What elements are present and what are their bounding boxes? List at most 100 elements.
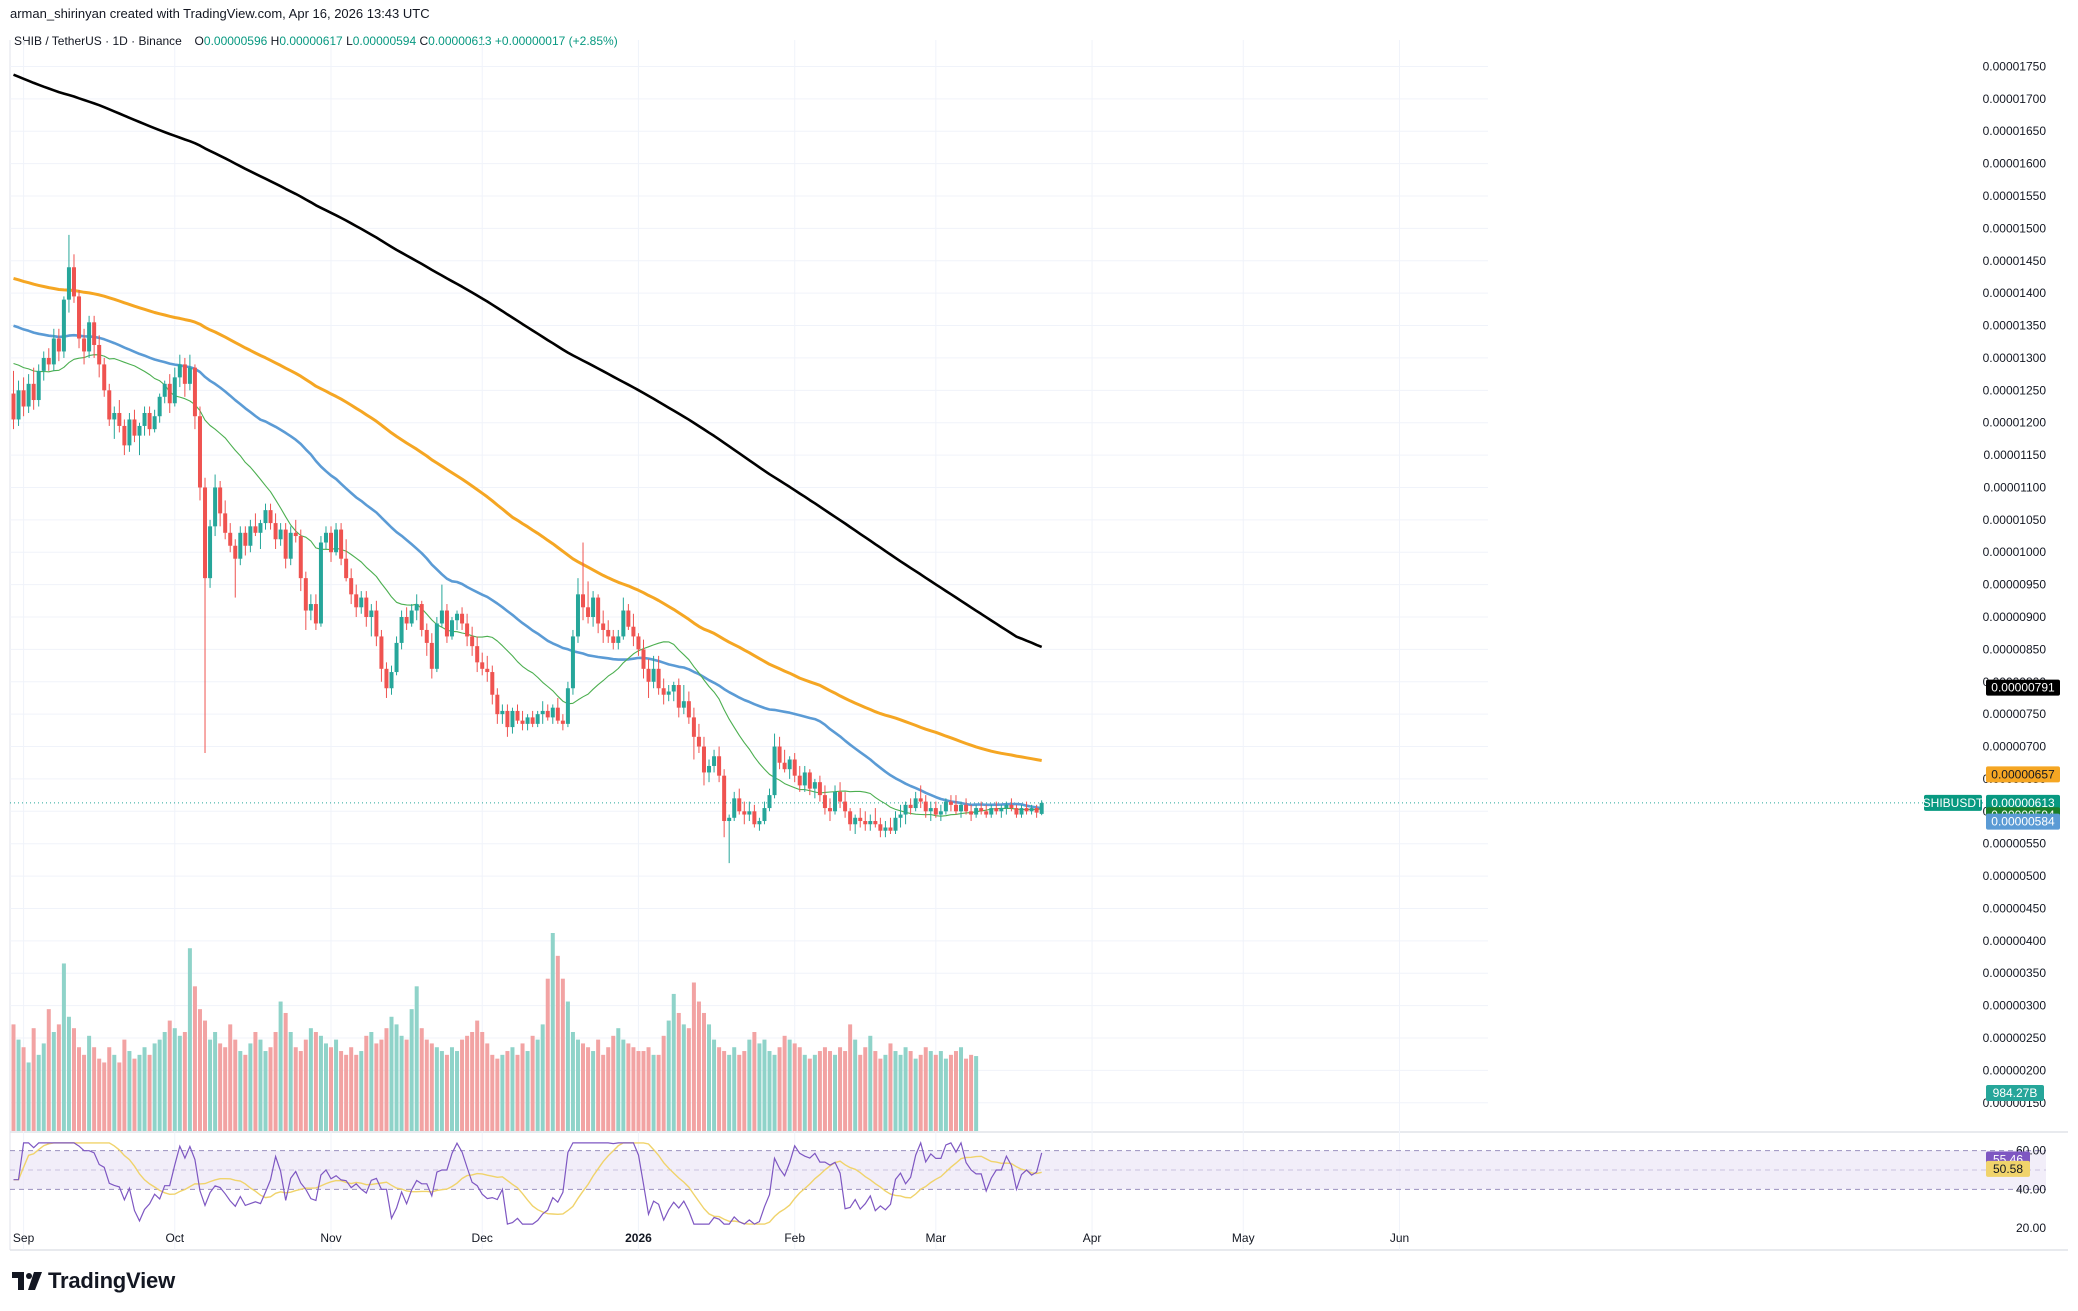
candle-body [782,762,787,770]
volume-bar [792,1043,797,1131]
candle-body [959,804,964,812]
candle-body [918,798,923,802]
volume-bar [535,1039,540,1131]
volume-bar [36,1054,41,1131]
price-tick-label: 0.00001400 [1983,286,2047,300]
volume-bar [313,1032,318,1131]
volume-bar [873,1051,878,1131]
candle-body [409,610,414,624]
open-value: 0.00000596 [203,34,268,48]
candle-body [1039,802,1044,814]
candle-body [626,610,631,627]
symbol-name[interactable]: SHIB / TetherUS · 1D · Binance [14,34,182,48]
candle-body [843,801,848,812]
price-tag: 0.00000791 [1986,679,2060,696]
volume-bar [389,1016,394,1131]
candle-body [288,532,293,559]
candle-body [984,811,989,815]
volume-bar [843,1051,848,1131]
candle-body [737,798,742,812]
candle-body [11,393,16,420]
candle-body [197,416,202,488]
volume-bar [177,1035,182,1131]
tradingview-logo[interactable]: TradingView [12,1268,175,1294]
candle-body [490,672,495,695]
volume-bar [253,1032,258,1131]
volume-bar [349,1047,354,1131]
candle-body [722,775,727,822]
volume-bar [807,1058,812,1131]
candle-body [873,821,878,825]
time-tick-label: Jun [1390,1231,1409,1245]
price-tag-bg [1986,679,2060,696]
price-tick-label: 0.00001150 [1983,448,2046,462]
candle-body [999,808,1004,812]
candle-body [565,688,570,724]
candle-body [394,642,399,673]
volume-bar [696,1001,701,1131]
candle-body [817,782,822,796]
candle-body [989,808,994,815]
price-tick-label: 0.00001250 [1983,383,2047,397]
candle-body [591,597,596,618]
candle-body [712,756,717,766]
candle-body [878,824,883,831]
candle-body [364,597,369,618]
volume-bar [737,1054,742,1131]
volume-bar [933,1054,938,1131]
volume-bar [162,1032,167,1131]
candle-body [253,526,258,533]
candle-body [903,804,908,815]
candle-body [691,717,696,737]
volume-bar [278,1001,283,1131]
price-chart[interactable]: 0.00001750 0.00001700 0.00001650 0.00001600… [0,0,2078,1260]
rsi-ma-line [13,1142,1042,1225]
candle-body [51,338,56,365]
candle-body [470,636,475,647]
volume-bar [334,1039,339,1131]
candle-body [596,597,601,624]
close-value: 0.00000613 [428,34,492,48]
candle-body [127,419,132,446]
time-tick-label: Oct [165,1231,184,1245]
time-axis[interactable]: Sep Oct Nov Dec 2026 Feb Mar Apr May Jun [13,1231,1409,1245]
price-tick-label: 0.00001300 [1983,351,2047,365]
price-axis[interactable]: 0.00001750 0.00001700 0.00001650 0.00001600… [1983,59,2047,1235]
candle-body [893,817,898,831]
volume-bar [752,1032,757,1131]
price-tag-bg [1986,766,2060,783]
candle-body [777,746,782,763]
candle-body [611,636,616,643]
volume-bar [359,1051,364,1131]
volume-bar [586,1047,591,1131]
candle-body [651,668,656,682]
candle-body [344,558,349,579]
candle-body [404,617,409,624]
volume-bar [812,1054,817,1131]
volume-bar [893,1051,898,1131]
price-tick-label: 0.00001050 [1983,513,2047,527]
volume-bar [424,1039,429,1131]
volume-bar [923,1047,928,1131]
volume-bar [77,1047,82,1131]
chart-credit: arman_shirinyan created with TradingView… [10,6,430,21]
candle-body [31,383,36,401]
volume-bar [974,1056,979,1131]
volume-bar [661,1035,666,1131]
price-tag-bg [1986,813,2060,830]
candles[interactable] [11,234,1044,864]
candle-body [298,536,303,579]
candle-body [172,377,177,404]
volume-bar [308,1028,313,1131]
price-tick-label: 0.00000750 [1983,707,2047,721]
price-tag-text: 0.00000613 [1991,796,2055,810]
volume-bar [525,1051,530,1131]
volume-bar [656,1054,661,1131]
candle-body [525,717,530,724]
volume-bar [228,1024,233,1131]
volume-bar [601,1054,606,1131]
candle-body [308,604,313,611]
volume-bar [147,1054,152,1131]
candle-body [1019,808,1024,815]
volume-bar [71,1028,76,1131]
